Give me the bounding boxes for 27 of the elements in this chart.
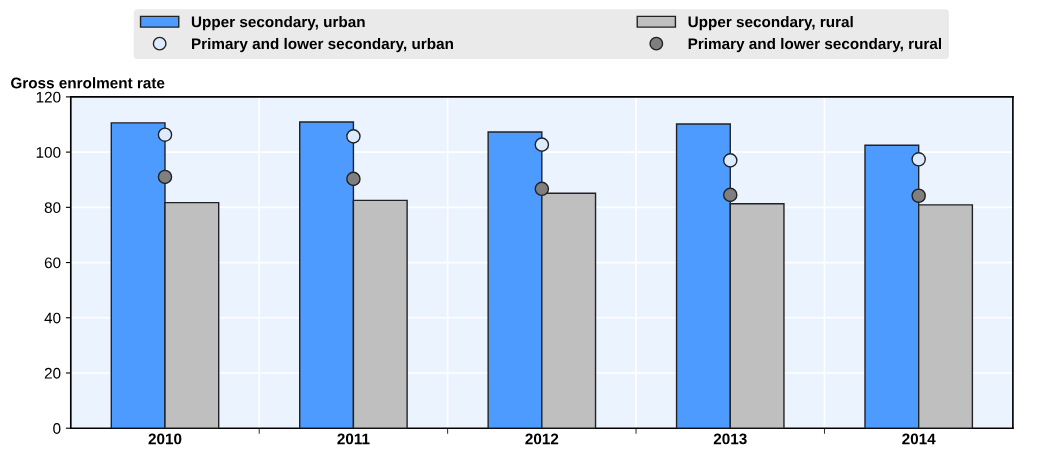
point <box>911 188 926 204</box>
point <box>722 187 738 203</box>
x-tick-label: 2010 <box>148 433 182 445</box>
y-tick-label: 40 <box>44 312 61 324</box>
point <box>157 169 173 185</box>
y-tick-label: 80 <box>44 202 61 214</box>
y-axis-title: Gross enrolment rate <box>11 77 165 89</box>
y-tick-label: 100 <box>36 146 61 158</box>
legend-label: Primary and lower secondary, rural <box>688 37 942 53</box>
point <box>534 137 550 152</box>
y-tick-label: 0 <box>53 423 61 434</box>
legend-label: Upper secondary, rural <box>688 16 853 31</box>
point <box>911 152 926 167</box>
y-tick-label: 20 <box>44 367 61 379</box>
legend-label: Upper secondary, urban <box>191 16 365 31</box>
point <box>346 129 361 144</box>
x-tick-label: 2014 <box>902 433 936 445</box>
legend-label: Primary and lower secondary, urban <box>191 37 453 53</box>
point <box>346 171 361 187</box>
y-tick-label: 120 <box>36 91 61 103</box>
point <box>157 127 173 142</box>
x-tick-label: 2011 <box>337 433 370 445</box>
point <box>534 181 550 197</box>
x-tick-label: 2012 <box>525 433 559 445</box>
x-tick-label: 2013 <box>713 433 747 445</box>
point <box>722 153 738 168</box>
y-tick-label: 60 <box>44 257 61 269</box>
